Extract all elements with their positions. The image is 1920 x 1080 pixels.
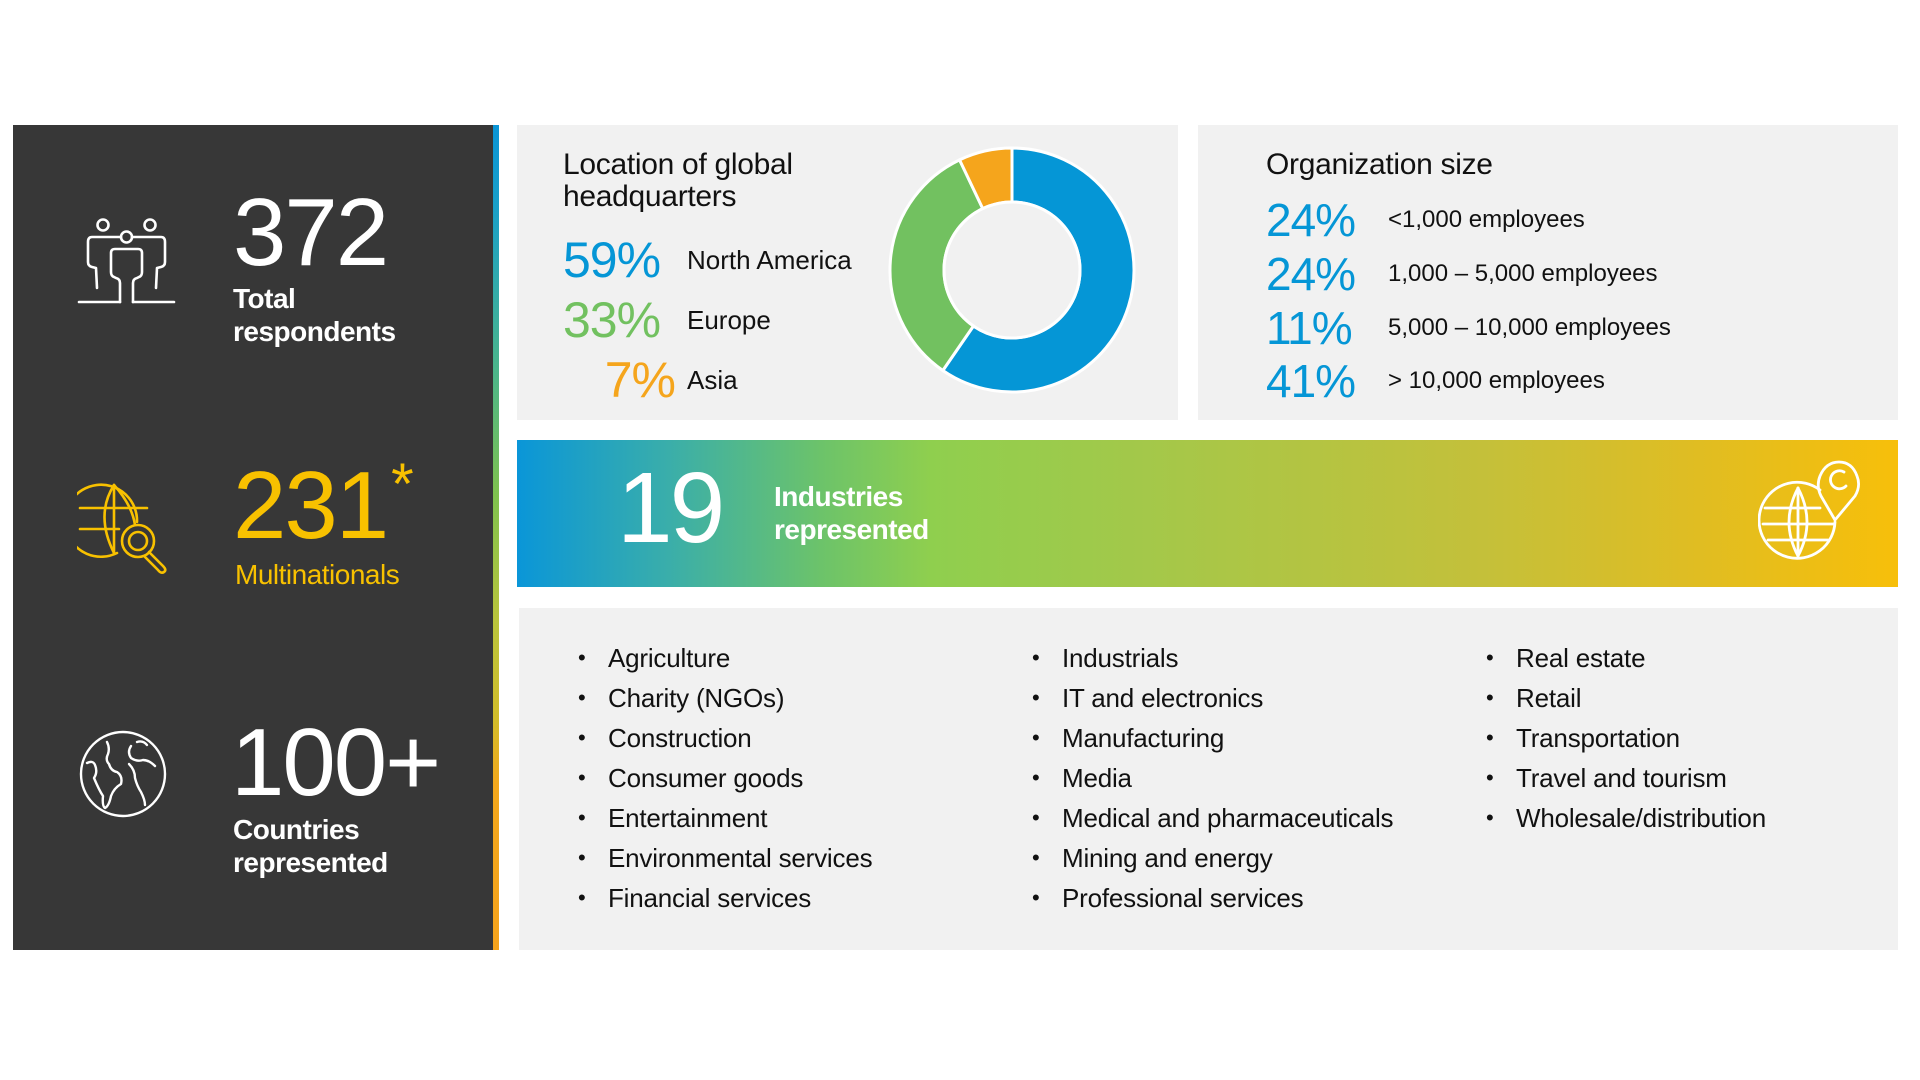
industry-list-item: Transportation bbox=[1486, 718, 1766, 758]
org-size-label: > 10,000 employees bbox=[1388, 367, 1605, 394]
hq-pct: 7% bbox=[604, 352, 676, 408]
donut-hole bbox=[942, 200, 1082, 340]
industries-banner: 19 Industries represented bbox=[517, 440, 1898, 587]
industries-count: 19 bbox=[617, 452, 725, 564]
industries-label-line1: Industries bbox=[774, 481, 903, 512]
industry-list-item: Charity (NGOs) bbox=[578, 678, 872, 718]
org-pct: 11% bbox=[1266, 302, 1353, 354]
org-size-label: 5,000 – 10,000 employees bbox=[1388, 314, 1671, 341]
people-group-icon bbox=[77, 218, 176, 304]
key-stats-panel: 372 Total respondents 231* Multinational… bbox=[13, 125, 493, 950]
hq-region-label: North America bbox=[687, 244, 852, 275]
industries-column-1: AgricultureCharity (NGOs)ConstructionCon… bbox=[578, 638, 873, 918]
gradient-accent-strip bbox=[493, 125, 499, 950]
stat-countries: 100+ Countries represented bbox=[13, 675, 493, 950]
countries-count: 100+ bbox=[231, 709, 441, 816]
hq-row-europe: 33% Europe bbox=[563, 295, 771, 345]
hq-row-north-america: 59% North America bbox=[563, 235, 852, 285]
respondents-label: Total respondents bbox=[233, 282, 396, 348]
industry-list-item: Medical and pharmaceuticals bbox=[1032, 798, 1394, 838]
org-row: 11% 5,000 – 10,000 employees bbox=[1266, 305, 1671, 351]
globe-location-pin-icon bbox=[1758, 460, 1860, 560]
hq-pct: 59% bbox=[563, 232, 661, 288]
industry-list-item: Agriculture bbox=[578, 638, 872, 678]
countries-label-line1: Countries bbox=[233, 814, 360, 845]
globe-search-icon bbox=[77, 483, 167, 574]
industry-list-item: Construction bbox=[578, 718, 872, 758]
org-pct: 24% bbox=[1266, 248, 1356, 300]
multinationals-count: 231* bbox=[233, 456, 414, 554]
industry-list-item: Wholesale/distribution bbox=[1486, 798, 1766, 838]
countries-label-line2: represented bbox=[233, 847, 388, 878]
hq-row-asia: 7% Asia bbox=[563, 355, 738, 405]
org-row: 41% > 10,000 employees bbox=[1266, 358, 1605, 404]
industry-list-item: Retail bbox=[1486, 678, 1766, 718]
headquarters-donut-chart bbox=[888, 146, 1136, 394]
headquarters-title: Location of global headquarters bbox=[563, 149, 793, 213]
industry-list-item: Professional services bbox=[1032, 878, 1393, 918]
industries-column-2: IndustrialsIT and electronicsManufacturi… bbox=[1032, 638, 1394, 918]
organization-size-card: Organization size 24% <1,000 employees 2… bbox=[1198, 125, 1898, 420]
industries-column-3: Real estateRetailTransportationTravel an… bbox=[1486, 638, 1766, 838]
industry-list-item: Real estate bbox=[1486, 638, 1766, 678]
hq-region-label: Asia bbox=[687, 364, 738, 395]
headquarters-card: Location of global headquarters 59% Nort… bbox=[517, 125, 1178, 420]
industry-list-item: Media bbox=[1032, 758, 1393, 798]
industry-list-item: Environmental services bbox=[578, 838, 873, 878]
industry-list-item: Mining and energy bbox=[1032, 838, 1393, 878]
industry-list-item: Manufacturing bbox=[1032, 718, 1393, 758]
hq-region-label: Europe bbox=[687, 304, 771, 335]
industries-list-card: AgricultureCharity (NGOs)ConstructionCon… bbox=[519, 608, 1898, 950]
footnote-asterisk: * bbox=[391, 452, 414, 517]
industries-label-line2: represented bbox=[774, 514, 929, 545]
multinationals-label: Multinationals bbox=[235, 559, 400, 590]
headquarters-title-line2: headquarters bbox=[563, 180, 737, 213]
respondents-label-line1: Total bbox=[233, 283, 296, 314]
industry-list-item: Consumer goods bbox=[578, 758, 872, 798]
world-map-globe-icon bbox=[79, 730, 167, 818]
respondents-label-line2: respondents bbox=[233, 316, 396, 347]
hq-pct: 33% bbox=[563, 292, 661, 348]
respondents-count: 372 bbox=[233, 179, 389, 286]
industry-list-item: Industrials bbox=[1032, 638, 1393, 678]
org-size-label: 1,000 – 5,000 employees bbox=[1388, 260, 1658, 287]
industries-label: Industries represented bbox=[774, 480, 929, 546]
industry-list-item: Financial services bbox=[578, 878, 872, 918]
org-pct: 41% bbox=[1266, 355, 1356, 407]
countries-label: Countries represented bbox=[233, 813, 388, 879]
industry-list-item: IT and electronics bbox=[1032, 678, 1393, 718]
stat-total-respondents: 372 Total respondents bbox=[13, 125, 493, 400]
organization-size-title: Organization size bbox=[1266, 148, 1493, 181]
org-pct: 24% bbox=[1266, 194, 1356, 246]
multinationals-value: 231 bbox=[233, 452, 389, 559]
headquarters-title-line1: Location of global bbox=[563, 148, 793, 181]
org-row: 24% 1,000 – 5,000 employees bbox=[1266, 251, 1658, 297]
org-size-label: <1,000 employees bbox=[1388, 206, 1585, 233]
industry-list-item: Entertainment bbox=[578, 798, 872, 838]
stat-multinationals: 231* Multinationals bbox=[13, 400, 493, 675]
industry-list-item: Travel and tourism bbox=[1486, 758, 1766, 798]
org-row: 24% <1,000 employees bbox=[1266, 197, 1585, 243]
